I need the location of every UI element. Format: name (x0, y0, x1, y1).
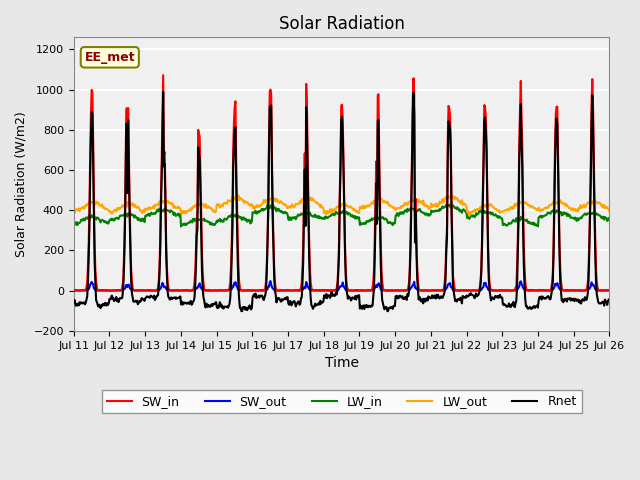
X-axis label: Time: Time (324, 356, 358, 370)
Legend: SW_in, SW_out, LW_in, LW_out, Rnet: SW_in, SW_out, LW_in, LW_out, Rnet (102, 390, 582, 413)
Text: EE_met: EE_met (84, 51, 135, 64)
Y-axis label: Solar Radiation (W/m2): Solar Radiation (W/m2) (15, 111, 28, 257)
Title: Solar Radiation: Solar Radiation (278, 15, 404, 33)
